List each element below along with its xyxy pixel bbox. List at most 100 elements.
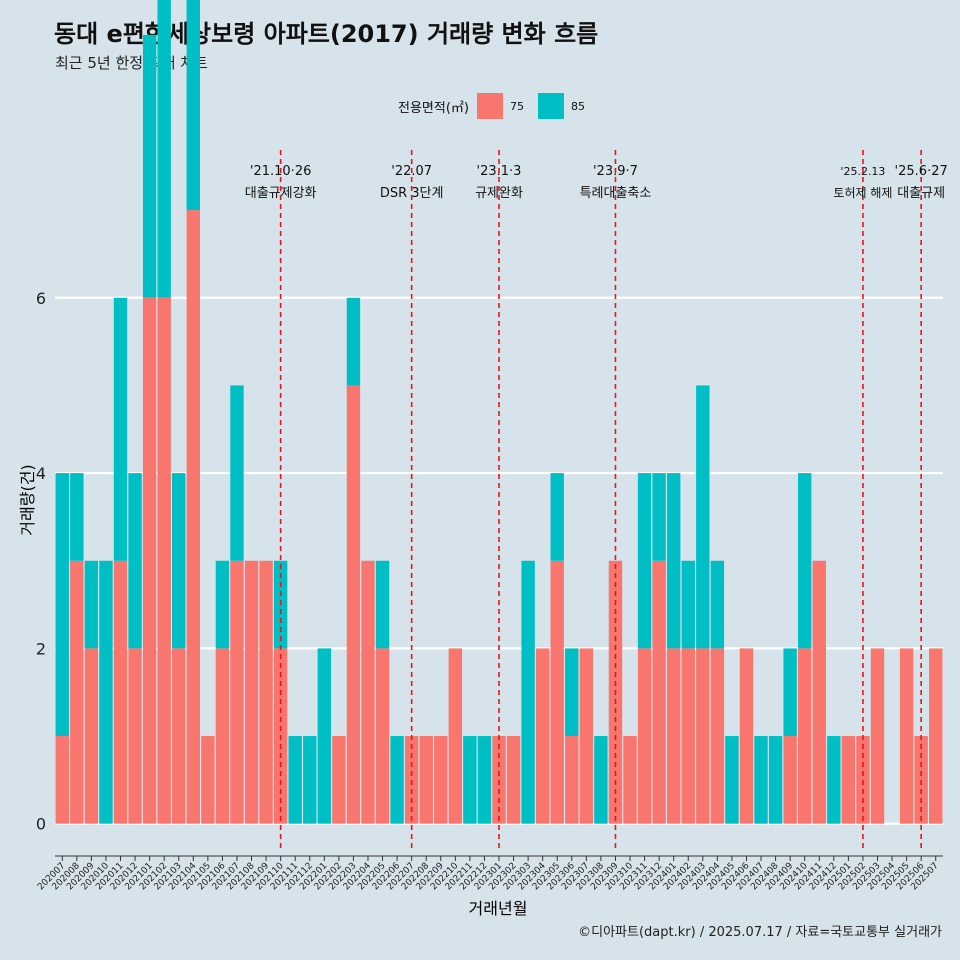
bar-75-202202 [332,736,346,824]
bar-75-202304 [535,648,550,824]
bar-75-202310 [623,736,637,824]
event-label-202309: 특례대출축소 [580,186,652,201]
bar-85-202409 [783,648,797,737]
event-label-202506: 대출규제 [897,186,945,201]
source-caption: ©디아파트(dapt.kr) / 2025.07.17 / 자료=국토교통부 실… [578,925,942,940]
bar-75-202203 [346,385,361,824]
bar-85-202405 [725,736,739,824]
event-label-202207: DSR 3단계 [380,186,444,201]
bar-85-202112 [303,736,317,824]
bar-85-202306 [565,648,579,737]
bar-75-202007 [55,736,69,824]
bar-75-202501 [841,736,856,824]
bar-75-202411 [812,560,826,824]
event-label-202502: 토허제 해제 [833,186,892,200]
bar-85-202402 [681,560,695,649]
bar-85-202102 [157,0,171,298]
bar-75-202312 [652,560,666,824]
event-date-202309: '23.9·7 [593,164,638,179]
bar-75-202404 [710,648,725,824]
bar-75-202102 [157,297,171,824]
bar-75-202210 [448,648,463,824]
event-date-202301: '23.1·3 [477,164,522,179]
bar-85-202408 [768,736,783,824]
bar-75-202502 [856,736,870,824]
bar-75-202011 [113,560,128,824]
bar-85-202311 [637,473,652,649]
bar-75-202302 [506,736,521,824]
bar-75-202103 [172,648,186,824]
bar-75-202106 [215,648,230,824]
bar-85-202303 [521,560,535,824]
bar-85-202104 [186,0,200,211]
x-axis-label: 거래년월 [469,899,528,918]
bar-75-202109 [259,560,273,824]
bar-85-202107 [230,385,244,561]
bar-75-202506 [914,736,928,824]
bar-85-202205 [375,560,390,649]
bar-85-202401 [666,473,681,649]
bar-85-202012 [128,473,142,649]
event-date-202207: '22.07 [391,164,432,179]
bar-75-202410 [798,648,812,824]
bar-75-202503 [870,648,885,824]
bar-75-202311 [637,648,652,824]
legend-key-75 [476,93,503,119]
bar-85-202211 [463,736,477,824]
bar-85-202410 [798,473,812,649]
legend-key-85 [537,93,564,119]
event-date-202502: '25.2.13 [840,165,885,178]
bar-85-202407 [754,736,768,824]
bar-75-202101 [142,297,157,824]
y-axis-label: 거래량(건) [18,464,37,535]
bar-85-202101 [142,34,157,298]
bar-75-202008 [70,560,84,824]
event-date-202506: '25.6·27 [895,164,948,179]
bar-75-202205 [375,648,390,824]
event-date-202110: '21.10·26 [250,164,311,179]
bar-85-202106 [215,560,230,649]
bar-75-202104 [186,210,200,824]
legend: 전용면적(㎡) 75 85 [398,93,599,119]
legend-label-75: 75 [509,99,524,113]
bar-85-202010 [99,560,113,824]
bar-85-202009 [84,560,99,649]
bar-75-202401 [666,648,681,824]
bar-75-202505 [899,648,914,824]
bar-75-202402 [681,648,695,824]
bar-75-202208 [419,736,433,824]
bar-85-202404 [710,560,725,649]
bar-85-202111 [288,736,302,824]
bar-85-202403 [696,385,710,649]
bar-85-202212 [477,736,492,824]
bar-85-202308 [594,736,608,824]
legend-title: 전용면적(㎡) [398,100,469,116]
bar-75-202306 [565,736,579,824]
bar-75-202108 [244,560,259,824]
y-tick-label-2: 2 [36,639,46,658]
bar-75-202406 [739,648,754,824]
bar-75-202012 [128,648,142,824]
y-tick-label-4: 4 [36,464,46,483]
y-tick-label-6: 6 [36,289,46,308]
bar-75-202107 [230,560,244,824]
bar-75-202301 [492,736,506,824]
legend-label-85: 85 [570,99,585,113]
y-tick-label-0: 0 [36,815,46,834]
bar-75-202009 [84,648,99,824]
bar-85-202312 [652,473,666,561]
bar-75-202507 [929,648,943,824]
bar-85-202007 [55,473,69,737]
bar-85-202008 [70,473,84,561]
bar-75-202305 [550,560,564,824]
bar-75-202207 [404,736,419,824]
bar-75-202105 [201,736,215,824]
bar-75-202204 [361,560,375,824]
bar-75-202209 [434,736,448,824]
bar-85-202412 [827,736,841,824]
bar-75-202307 [579,648,594,824]
bar-75-202403 [696,648,710,824]
bar-85-202305 [550,473,564,561]
